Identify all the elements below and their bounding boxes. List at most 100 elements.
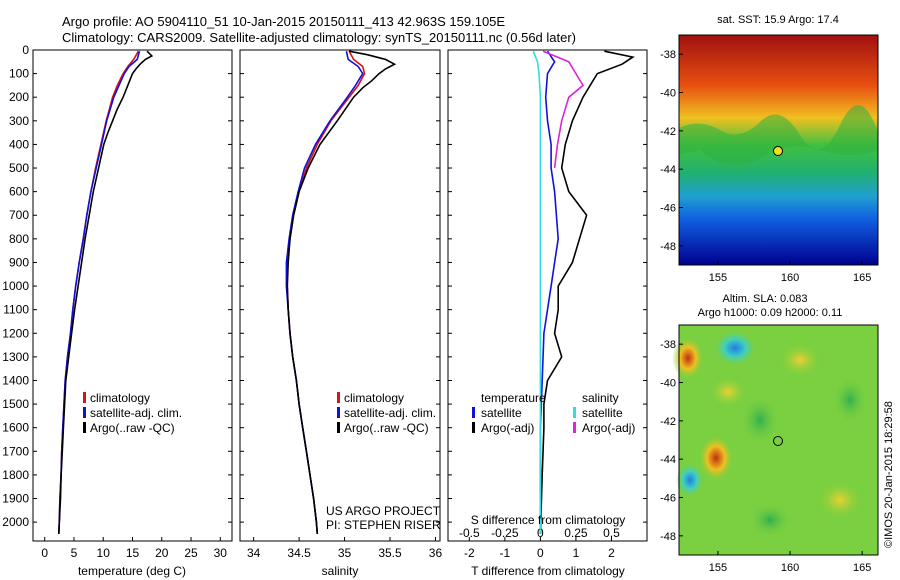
legend-swatch-t-satellite <box>472 407 475 418</box>
depth-tick-label: 1800 <box>2 468 29 482</box>
sla-eddy <box>672 336 704 380</box>
legend-swatch-climatology <box>83 392 86 403</box>
series-line-satellite <box>539 50 560 534</box>
depth-tick-label: 500 <box>9 161 29 175</box>
sst-map: sat. SST: 15.9 Argo: 17.4 -38 -40 -42 -44 -4… <box>660 14 879 284</box>
lon-tick-label: 155 <box>709 272 727 284</box>
legend-label-satellite: satellite-adj. clim. <box>90 406 182 420</box>
sla-map-title-1: Altim. SLA: 0.083 <box>723 293 808 305</box>
difference-plot-frame <box>447 49 648 542</box>
temperature-plot-frame <box>32 49 233 542</box>
depth-tick-label: 0 <box>22 43 29 57</box>
depth-tick-label: 600 <box>9 185 29 199</box>
legend-swatch-climatology <box>337 392 340 403</box>
sla-map: Altim. SLA: 0.083 Argo h1000: 0.09 h2000… <box>660 293 879 574</box>
difference-series <box>532 50 635 534</box>
temperature-xlabel: temperature (deg C) <box>78 564 186 578</box>
lat-tick-label: -48 <box>660 241 676 253</box>
temperature-series <box>58 50 154 534</box>
depth-tick-label: 1400 <box>2 373 29 387</box>
x-tick-label: -1 <box>500 546 511 560</box>
depth-tick-label: 1200 <box>2 326 29 340</box>
legend-label-argo: Argo(..raw -QC) <box>344 421 429 435</box>
sla-eddy <box>816 480 864 520</box>
temperature-ticks: 0100200300400500600700800900100011001200… <box>2 43 232 560</box>
header-line1: Argo profile: AO 5904110_51 10-Jan-2015 … <box>62 14 505 29</box>
legend-label-argo: Argo(..raw -QC) <box>90 421 175 435</box>
x-tick-label: 10 <box>97 546 111 560</box>
difference-legend: temperature satellite Argo(-adj) salinit… <box>472 391 635 435</box>
difference-panel: -2 -1 0 1 2-0.5 -0.25 0 0.25 0.5 S difference fr… <box>447 49 648 578</box>
argo-float-marker <box>773 146 783 156</box>
lat-tick-label: -44 <box>660 164 676 176</box>
temperature-legend: climatology satellite-adj. clim. Argo(..… <box>83 391 182 435</box>
salinity-series <box>285 50 397 534</box>
legend-swatch-s-satellite <box>573 407 576 418</box>
depth-tick-label: 1600 <box>2 421 29 435</box>
x-tick-label: 35.5 <box>378 546 402 560</box>
x-top-tick-label: -0.25 <box>491 526 519 540</box>
sst-map-title: sat. SST: 15.9 Argo: 17.4 <box>717 14 839 26</box>
x-tick-label: 20 <box>155 546 169 560</box>
pi-annotation: PI: STEPHEN RISER <box>326 518 441 532</box>
legend-group-temperature: temperature <box>481 391 546 405</box>
sla-eddy <box>832 376 868 424</box>
sla-eddy <box>698 434 734 482</box>
legend-label-climatology: climatology <box>90 391 150 405</box>
depth-tick-label: 900 <box>9 255 29 269</box>
depth-tick-label: 100 <box>9 67 29 81</box>
copyright-label: ©IMOS 20-Jan-2015 18:29:58 <box>883 401 895 548</box>
salinity-legend: climatology satellite-adj. clim. Argo(..… <box>337 391 436 435</box>
series-line-satellite <box>532 50 542 534</box>
depth-tick-label: 1300 <box>2 350 29 364</box>
difference-xlabel: T difference from climatology <box>471 564 625 578</box>
x-tick-label: 5 <box>71 546 78 560</box>
series-line-argo-adj- <box>539 50 635 534</box>
x-tick-label: 34.5 <box>287 546 311 560</box>
lat-tick-label: -46 <box>660 493 676 505</box>
depth-tick-label: 1900 <box>2 492 29 506</box>
x-tick-label: -2 <box>464 546 475 560</box>
lat-tick-label: -42 <box>660 126 676 138</box>
series-line-satellite-adj-clim- <box>285 51 364 534</box>
sla-map-ticks: -38 -40 -42 -44 -46 -48 155 160 165 <box>660 339 871 574</box>
legend-label-t-argo: Argo(-adj) <box>481 421 534 435</box>
lon-tick-label: 155 <box>709 562 727 574</box>
x-tick-label: 1 <box>573 546 580 560</box>
salinity-ticks: 34 34.5 35 35.5 36 <box>240 49 442 560</box>
lon-tick-label: 160 <box>781 272 799 284</box>
series-line-argo-raw-qc- <box>286 50 397 534</box>
series-line-satellite-adj-clim- <box>58 50 141 534</box>
x-top-tick-label: 0.25 <box>564 526 588 540</box>
legend-label-satellite: satellite-adj. clim. <box>344 406 436 420</box>
difference-top-xlabel: S difference from climatology <box>471 513 626 527</box>
sla-map-title-2: Argo h1000: 0.09 h2000: 0.11 <box>698 307 843 319</box>
lat-tick-label: -40 <box>660 378 676 390</box>
sla-eddy <box>708 376 748 408</box>
legend-swatch-satellite <box>337 407 340 418</box>
project-annotation: US ARGO PROJECT <box>326 504 441 518</box>
legend-label-s-satellite: satellite <box>582 406 623 420</box>
salinity-panel: 34 34.5 35 35.5 36 salinity US ARGO PROJECT … <box>239 49 442 578</box>
series-line-argo-adj- <box>542 50 585 169</box>
x-tick-label: 35 <box>338 546 352 560</box>
sla-eddy <box>778 342 822 378</box>
header-line2: Climatology: CARS2009. Satellite-adjuste… <box>62 30 576 45</box>
lon-tick-label: 165 <box>853 562 871 574</box>
x-tick-label: 0 <box>41 546 48 560</box>
x-top-tick-label: -0.5 <box>459 526 480 540</box>
sla-map-frame <box>678 324 879 556</box>
x-top-tick-label: 0.5 <box>603 526 620 540</box>
sst-front <box>679 105 878 166</box>
depth-tick-label: 1700 <box>2 444 29 458</box>
sla-eddy <box>676 462 704 498</box>
legend-swatch-argo <box>337 422 340 433</box>
depth-tick-label: 1000 <box>2 279 29 293</box>
depth-tick-label: 300 <box>9 114 29 128</box>
x-tick-label: 15 <box>126 546 140 560</box>
series-line-argo-raw-qc- <box>58 50 154 534</box>
series-line-climatology <box>58 50 140 534</box>
legend-swatch-t-argo <box>472 422 475 433</box>
sst-map-ticks: -38 -40 -42 -44 -46 -48 155 160 165 <box>660 49 871 284</box>
